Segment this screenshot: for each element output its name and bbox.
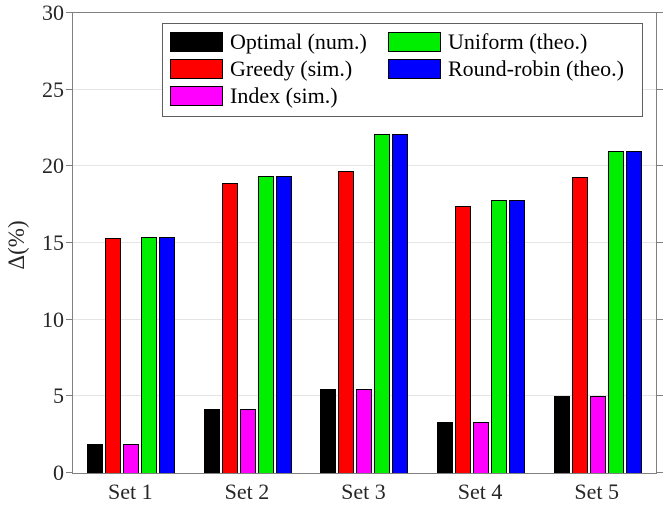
y-tick-label: 25 [42,76,64,102]
y-gridline [73,242,656,243]
y-tick-mark-left [66,318,72,320]
bar [491,200,508,473]
legend-entry: Greedy (sim.) [170,55,388,82]
y-tick-mark-right [657,88,663,90]
bar [203,408,220,473]
y-gridline [73,165,656,167]
bar [589,396,606,473]
legend-swatch [170,85,223,106]
y-tick-mark-right [657,395,663,397]
x-tick-label: Set 4 [457,479,503,504]
bar [455,206,472,473]
bar [473,422,490,473]
legend-entry: Index (sim.) [170,82,388,109]
legend-entry: Optimal (num.) [170,28,388,55]
y-tick-mark-right [657,472,663,473]
y-gridline [73,318,656,320]
y-tick-mark-right [657,12,663,13]
bar [105,238,122,473]
bar-group [423,13,540,473]
y-tick-label: 0 [53,460,64,485]
y-tick-mark-right [657,242,663,243]
y-tick-mark-right [657,318,663,320]
bar [239,408,256,473]
legend-swatch [170,31,223,52]
y-tick-mark-left [66,88,72,90]
legend-column-1: Optimal (num.) Greedy (sim.) Index (sim.) [170,28,388,116]
bar [607,151,624,473]
legend-label: Greedy (sim.) [230,55,353,81]
y-tick-label: 30 [42,0,64,25]
legend-label: Index (sim.) [230,82,338,108]
x-tick-label: Set 2 [224,479,270,504]
bar [356,388,373,473]
bar [123,443,140,473]
bar [392,134,409,473]
bar [571,177,588,473]
y-tick-mark-left [66,165,72,167]
y-tick-mark-right [657,165,663,167]
y-tick-label: 15 [42,230,64,255]
bar [320,388,337,473]
y-tick-label: 5 [53,383,64,409]
bar [275,175,292,473]
bar [141,236,158,473]
bar [159,236,176,473]
legend-column-2: Uniform (theo.) Round-robin (theo.) [388,28,624,116]
x-tick-label: Set 5 [574,479,619,504]
legend-entry: Uniform (theo.) [388,28,624,55]
bar [221,183,238,473]
bar [625,151,642,473]
x-tick-label: Set 1 [107,479,153,504]
bar [437,422,454,473]
bar-group [306,13,423,473]
bar-group [73,13,190,473]
bar [374,134,391,473]
legend: Optimal (num.) Greedy (sim.) Index (sim.) … [162,23,643,117]
bar [553,396,570,473]
legend-label: Round-robin (theo.) [448,55,624,81]
y-tick-mark-left [66,472,72,473]
bar-group [539,13,656,473]
legend-label: Optimal (num.) [230,28,367,54]
y-tick-label: 20 [42,153,64,179]
y-tick-mark-left [66,242,72,243]
y-tick-mark-left [66,12,72,13]
bar [87,443,104,473]
bar [338,170,355,473]
legend-entry: Round-robin (theo.) [388,55,624,82]
bar [257,175,274,473]
bar-group [190,13,307,473]
y-tick-label: 10 [42,306,64,332]
bar [509,200,526,473]
legend-swatch [388,58,441,79]
y-tick-mark-left [66,395,72,397]
x-tick-label: Set 3 [341,479,386,504]
legend-label: Uniform (theo.) [448,28,588,54]
legend-swatch [170,58,223,79]
legend-swatch [388,31,441,52]
